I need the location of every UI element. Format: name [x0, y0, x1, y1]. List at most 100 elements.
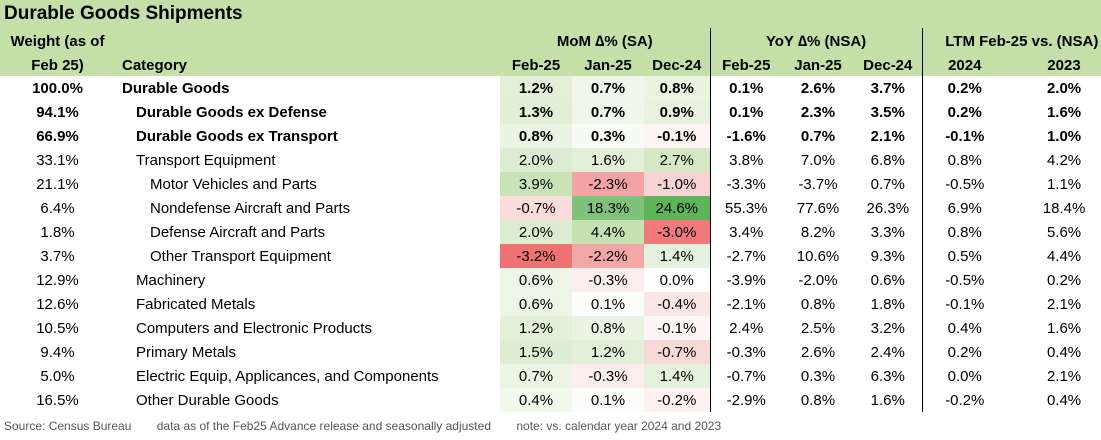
weight-cell: 100.0% [32, 79, 83, 97]
col-header-yoy-jan25: Jan-25 [782, 54, 855, 76]
category-header: Category [115, 54, 500, 76]
table-row: 10.5% Computers and Electronic Products 1.… [0, 316, 1101, 340]
value-cell: -0.7% [644, 340, 711, 364]
table-row: 66.9% Durable Goods ex Transport 0.8% 0.3% -… [0, 124, 1101, 148]
col-header-ltm-2023: 2023 [1007, 54, 1101, 76]
weight-header-line2: Feb 25) [0, 54, 115, 76]
value-cell: 2.6% [800, 79, 836, 97]
header-row-2: Feb 25) Category Feb-25 Jan-25 Dec-24 Fe… [0, 54, 1101, 76]
value-cell: 0.7% [870, 175, 905, 193]
value-cell: 0.2% [1046, 271, 1082, 289]
category-cell: Durable Goods ex Transport [136, 127, 338, 145]
value-cell: 0.5% [921, 244, 1008, 268]
table-row: 33.1% Transport Equipment 2.0% 1.6% 2.7% 3.8%… [0, 148, 1101, 172]
value-cell: 2.4% [709, 316, 783, 340]
value-cell: -3.9% [709, 268, 783, 292]
yoy-group-header: YoY ∆% (NSA) [709, 28, 923, 54]
value-cell: 2.5% [800, 319, 836, 337]
value-cell: 0.8% [500, 124, 572, 148]
weight-cell: 66.9% [36, 127, 79, 145]
value-cell: 0.8% [921, 220, 1008, 244]
value-cell: 18.4% [1042, 199, 1086, 217]
table-row: 3.7% Other Transport Equipment -3.2% -2.2% 1… [0, 244, 1101, 268]
value-cell: 4.2% [1046, 151, 1082, 169]
value-cell: 0.2% [921, 76, 1008, 100]
value-cell: 0.6% [870, 271, 905, 289]
value-cell: -0.7% [500, 196, 572, 220]
value-cell: 3.5% [870, 103, 905, 121]
value-cell: 0.0% [644, 268, 711, 292]
value-cell: 2.1% [870, 127, 905, 145]
value-cell: 2.0% [1046, 79, 1082, 97]
value-cell: 7.0% [800, 151, 836, 169]
value-cell: 6.3% [870, 367, 905, 385]
value-cell: 77.6% [796, 199, 840, 217]
value-cell: 1.2% [572, 340, 644, 364]
mom-group-header: MoM ∆% (SA) [500, 28, 711, 54]
category-cell: Defense Aircraft and Parts [150, 223, 326, 241]
category-cell: Computers and Electronic Products [136, 319, 372, 337]
value-cell: -2.0% [798, 271, 838, 289]
durable-goods-table: Weight (as of MoM ∆% (SA) YoY ∆% (NSA) L… [0, 28, 1101, 412]
weight-cell: 21.1% [36, 175, 79, 193]
source-note: Source: Census Bureau [4, 419, 132, 433]
value-cell: 0.0% [921, 364, 1008, 388]
value-cell: 0.8% [644, 76, 711, 100]
weight-cell: 16.5% [36, 391, 79, 409]
value-cell: -2.2% [572, 244, 644, 268]
value-cell: 0.1% [709, 100, 783, 124]
table-title: Durable Goods Shipments [0, 0, 1101, 28]
weight-cell: 1.8% [40, 223, 75, 241]
value-cell: -0.1% [921, 124, 1008, 148]
weight-cell: 5.0% [40, 367, 75, 385]
value-cell: -2.9% [709, 388, 783, 412]
value-cell: 8.2% [800, 223, 836, 241]
value-cell: 10.6% [796, 247, 840, 265]
weight-cell: 12.6% [36, 295, 79, 313]
col-header-yoy-dec24: Dec-24 [854, 54, 923, 76]
value-cell: -2.7% [709, 244, 783, 268]
value-cell: -3.3% [709, 172, 783, 196]
value-cell: 2.7% [644, 148, 711, 172]
value-cell: 2.0% [500, 148, 572, 172]
value-cell: 55.3% [709, 196, 783, 220]
value-cell: 26.3% [866, 199, 910, 217]
value-cell: 1.6% [870, 391, 905, 409]
value-cell: 0.4% [921, 316, 1008, 340]
value-cell: 3.2% [870, 319, 905, 337]
value-cell: -0.4% [644, 292, 711, 316]
value-cell: 9.3% [870, 247, 905, 265]
table-row: 5.0% Electric Equip, Applicances, and Com… [0, 364, 1101, 388]
col-header-mom-feb25: Feb-25 [500, 54, 572, 76]
value-cell: 1.6% [1046, 319, 1082, 337]
col-header-ltm-2024: 2024 [921, 54, 1008, 76]
value-cell: 0.4% [1046, 391, 1082, 409]
value-cell: 3.8% [709, 148, 783, 172]
weight-cell: 9.4% [40, 343, 75, 361]
value-cell: 1.4% [644, 244, 711, 268]
value-cell: 0.8% [800, 391, 836, 409]
category-cell: Fabricated Metals [136, 295, 256, 313]
category-cell: Electric Equip, Applicances, and Compone… [136, 367, 439, 385]
value-cell: 0.4% [1046, 343, 1082, 361]
weight-cell: 94.1% [36, 103, 79, 121]
value-cell: 0.7% [572, 76, 644, 100]
value-cell: 0.4% [500, 388, 572, 412]
value-cell: -3.7% [798, 175, 838, 193]
table-row: 1.8% Defense Aircraft and Parts 2.0% 4.4% -3… [0, 220, 1101, 244]
value-cell: 0.8% [800, 295, 836, 313]
value-cell: -1.0% [644, 172, 711, 196]
value-cell: 0.3% [572, 124, 644, 148]
value-cell: 2.0% [500, 220, 572, 244]
value-cell: -0.1% [921, 292, 1008, 316]
value-cell: 0.6% [500, 292, 572, 316]
value-cell: 0.1% [572, 292, 644, 316]
category-cell: Other Durable Goods [136, 391, 279, 409]
value-cell: -0.3% [572, 364, 644, 388]
value-cell: 1.2% [500, 316, 572, 340]
value-cell: 1.2% [500, 76, 572, 100]
comparison-note: note: vs. calendar year 2024 and 2023 [516, 419, 722, 433]
value-cell: 0.2% [921, 340, 1008, 364]
value-cell: 0.7% [800, 127, 836, 145]
value-cell: -0.1% [644, 316, 711, 340]
